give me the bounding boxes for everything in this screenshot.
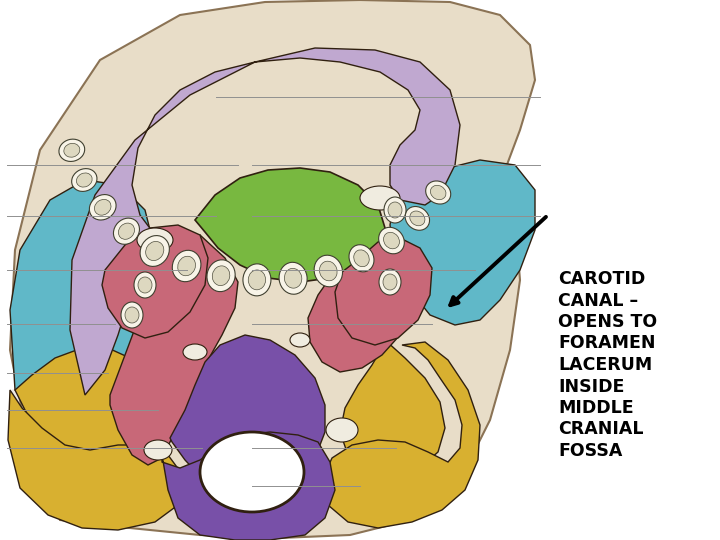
Polygon shape	[195, 168, 385, 282]
Ellipse shape	[426, 181, 451, 204]
Ellipse shape	[431, 185, 446, 200]
Ellipse shape	[207, 260, 235, 292]
Ellipse shape	[279, 262, 307, 294]
Polygon shape	[390, 160, 535, 325]
Polygon shape	[102, 225, 208, 338]
Ellipse shape	[140, 235, 169, 266]
Ellipse shape	[379, 227, 405, 254]
Ellipse shape	[118, 223, 135, 239]
Polygon shape	[10, 180, 155, 415]
Ellipse shape	[405, 206, 430, 230]
Ellipse shape	[72, 168, 97, 191]
Ellipse shape	[121, 302, 143, 328]
Ellipse shape	[384, 197, 406, 223]
Ellipse shape	[379, 269, 401, 295]
Polygon shape	[170, 335, 325, 495]
Ellipse shape	[349, 245, 374, 272]
Ellipse shape	[354, 250, 369, 267]
Polygon shape	[110, 235, 238, 465]
Ellipse shape	[290, 333, 310, 347]
Polygon shape	[340, 340, 445, 475]
Ellipse shape	[145, 241, 163, 261]
Polygon shape	[322, 342, 480, 528]
Ellipse shape	[125, 307, 139, 323]
Ellipse shape	[314, 255, 343, 287]
Polygon shape	[70, 48, 460, 395]
Ellipse shape	[178, 256, 196, 276]
Ellipse shape	[94, 199, 111, 215]
Ellipse shape	[183, 344, 207, 360]
Ellipse shape	[134, 272, 156, 298]
Ellipse shape	[138, 277, 152, 293]
Polygon shape	[15, 348, 170, 480]
Text: CAROTID
CANAL –
OPENS TO
FORAMEN
LACERUM
INSIDE
MIDDLE
CRANIAL
FOSSA: CAROTID CANAL – OPENS TO FORAMEN LACERUM…	[558, 270, 657, 460]
Ellipse shape	[410, 211, 425, 226]
Polygon shape	[8, 390, 185, 530]
Polygon shape	[308, 252, 415, 372]
Ellipse shape	[172, 250, 201, 282]
Ellipse shape	[284, 268, 302, 288]
Polygon shape	[162, 432, 335, 540]
Ellipse shape	[76, 173, 92, 187]
Ellipse shape	[89, 194, 116, 220]
Ellipse shape	[144, 440, 172, 460]
Ellipse shape	[64, 144, 80, 157]
Ellipse shape	[320, 261, 337, 281]
Ellipse shape	[326, 418, 358, 442]
Ellipse shape	[384, 232, 400, 249]
Ellipse shape	[360, 186, 400, 210]
Ellipse shape	[243, 264, 271, 296]
Ellipse shape	[114, 218, 140, 244]
Polygon shape	[10, 0, 535, 538]
Ellipse shape	[383, 274, 397, 290]
Ellipse shape	[248, 270, 266, 290]
Ellipse shape	[388, 202, 402, 218]
Polygon shape	[335, 238, 432, 345]
Ellipse shape	[200, 432, 304, 512]
Ellipse shape	[59, 139, 85, 161]
Ellipse shape	[137, 228, 173, 252]
Ellipse shape	[212, 266, 230, 286]
